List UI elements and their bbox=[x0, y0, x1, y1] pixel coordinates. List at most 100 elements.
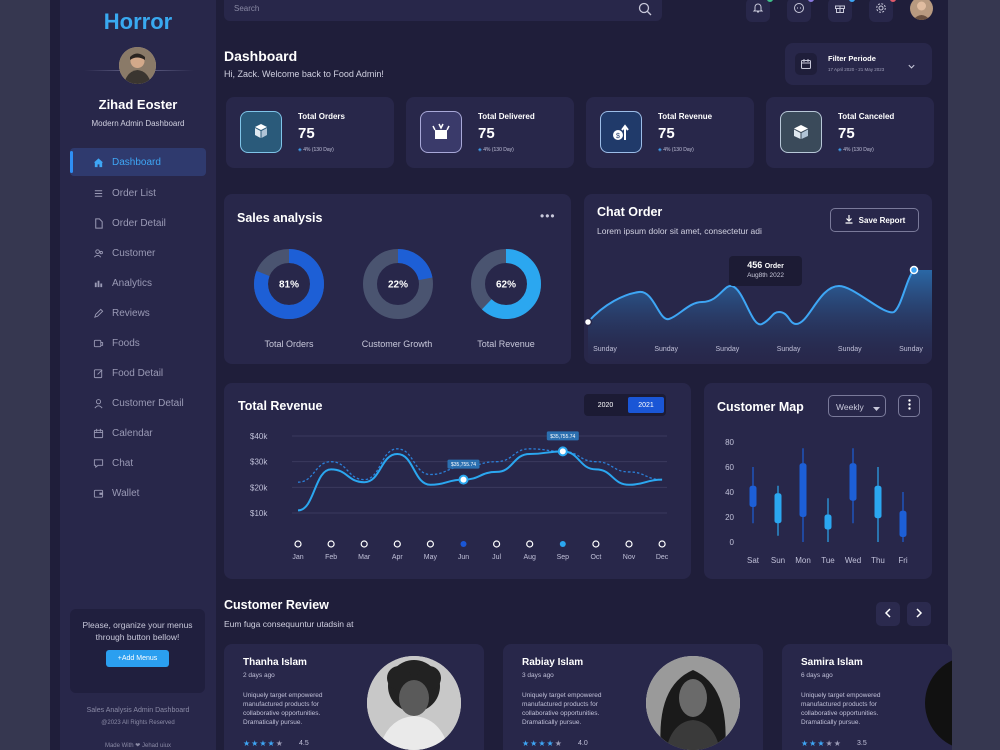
star-rating: ★★★★★ bbox=[522, 739, 563, 748]
x-tick-label: Dec bbox=[656, 554, 669, 561]
filter-range: 17 April 2020 - 21 May 2023 bbox=[828, 67, 885, 72]
save-report-label: Save Report bbox=[858, 215, 906, 225]
welcome-text: Hi, Zack. Welcome back to Food Admin! bbox=[224, 69, 384, 79]
series-line-2020 bbox=[297, 448, 663, 483]
month-dot bbox=[460, 541, 467, 547]
nav-item-wallet[interactable]: Wallet bbox=[70, 478, 206, 508]
donut-charts: 81% 22% 62% bbox=[254, 249, 541, 319]
stat-value: 75 bbox=[298, 125, 315, 142]
nav-label: Wallet bbox=[112, 487, 140, 499]
nav-item-calendar[interactable]: Calendar bbox=[70, 418, 206, 448]
stat-card-total-delivered[interactable]: Total Delivered 75 ◈ 4% (130 Day) bbox=[406, 97, 574, 168]
candle-body bbox=[849, 463, 857, 501]
chat-order-subtitle: Lorem ipsum dolor sit amet, consectetur … bbox=[597, 226, 762, 236]
list-icon bbox=[92, 187, 104, 199]
stat-card-total-orders[interactable]: Total Orders 75 ◈ 4% (130 Day) bbox=[226, 97, 394, 168]
document-icon bbox=[92, 217, 104, 229]
calendar-icon bbox=[795, 53, 817, 75]
avatar[interactable] bbox=[119, 47, 156, 84]
nav-item-dashboard[interactable]: Dashboard bbox=[70, 148, 206, 176]
nav-item-order-list[interactable]: Order List bbox=[70, 178, 206, 208]
x-tick-label: Feb bbox=[325, 554, 337, 561]
stat-card-total-revenue[interactable]: $ Total Revenue 75 ◈ 4% (130 Day) bbox=[586, 97, 754, 168]
x-tick-label: Sunday bbox=[654, 346, 678, 353]
marker-tag bbox=[546, 431, 579, 441]
messages-button[interactable] bbox=[787, 0, 814, 22]
calendar-icon bbox=[92, 427, 104, 439]
footer-credit: Made With ❤ Jehad uiux bbox=[104, 743, 172, 749]
chat-bubble-icon bbox=[793, 1, 805, 19]
year-2021-button[interactable]: 2021 bbox=[628, 397, 664, 413]
review-subtitle: Eum fuga consequuntur utadsin at bbox=[224, 619, 354, 629]
year-2020-button[interactable]: 2020 bbox=[597, 401, 614, 409]
star-rating: ★★★★★ bbox=[243, 739, 284, 748]
profile-avatar[interactable] bbox=[910, 0, 933, 20]
chat-order-area bbox=[588, 270, 932, 364]
nav-item-reviews[interactable]: Reviews bbox=[70, 298, 206, 328]
more-icon[interactable]: ••• bbox=[540, 209, 556, 223]
x-tick-label: Jul bbox=[492, 554, 501, 561]
reviewer-name: Samira Islam bbox=[801, 657, 863, 668]
search-icon[interactable] bbox=[638, 2, 652, 21]
donut-label: Customer Growth bbox=[361, 339, 433, 349]
donut-label: Total Revenue bbox=[477, 339, 535, 349]
brand-logo[interactable]: Horror bbox=[103, 9, 173, 34]
nav-item-order-detail[interactable]: Order Detail bbox=[70, 208, 206, 238]
settings-dot bbox=[890, 0, 896, 2]
nav-item-chat[interactable]: Chat bbox=[70, 448, 206, 478]
month-dot bbox=[327, 540, 335, 548]
footer-copyright: @2023 All Rights Reserved bbox=[101, 720, 175, 726]
gear-icon bbox=[875, 1, 887, 19]
add-menus-button[interactable]: +Add Menus bbox=[105, 650, 170, 667]
nav-item-foods[interactable]: Foods bbox=[70, 328, 206, 358]
settings-button[interactable] bbox=[869, 0, 896, 22]
year-toggle: 2020 2021 bbox=[584, 394, 666, 416]
gifts-button[interactable] bbox=[828, 0, 855, 22]
food-icon bbox=[92, 337, 104, 349]
next-review-button[interactable] bbox=[907, 602, 931, 626]
review-text: Uniquely target empowered manufactured p… bbox=[801, 692, 881, 726]
review-date: 3 days ago bbox=[522, 672, 554, 679]
search-bar[interactable]: Search bbox=[224, 0, 662, 21]
nav-item-analytics[interactable]: Analytics bbox=[70, 268, 206, 298]
y-tick-label: 40 bbox=[725, 488, 734, 497]
month-dot bbox=[426, 540, 434, 548]
stat-delta: ◈ 4% (130 Day) bbox=[478, 147, 514, 153]
user-icon bbox=[92, 397, 104, 409]
search-input[interactable]: Search bbox=[234, 4, 260, 13]
revenue-icon: $ bbox=[600, 111, 642, 153]
donut-slice bbox=[471, 249, 541, 319]
customer-map-chart: 80 60 40 20 0 Sat Sun Mon Tue Wed Thu Fri bbox=[725, 438, 908, 565]
user-role: Modern Admin Dashboard bbox=[91, 119, 185, 128]
prev-review-button[interactable] bbox=[876, 602, 900, 626]
options-button[interactable] bbox=[898, 395, 920, 417]
filter-label: Filter Periode bbox=[828, 54, 876, 63]
review-card[interactable]: Rabiay Islam 3 days ago Uniquely target … bbox=[503, 644, 763, 750]
stat-value: 75 bbox=[478, 125, 495, 142]
month-dot bbox=[592, 540, 600, 548]
nav-item-customer-detail[interactable]: Customer Detail bbox=[70, 388, 206, 418]
period-select[interactable]: Weekly bbox=[828, 395, 886, 417]
filter-periode[interactable]: Filter Periode 17 April 2020 - 21 May 20… bbox=[785, 43, 932, 85]
page-title: Dashboard bbox=[224, 48, 298, 64]
stat-card-total-canceled[interactable]: Total Canceled 75 ◈ 4% (130 Day) bbox=[766, 97, 934, 168]
x-tick-label: Aug bbox=[523, 554, 536, 561]
y-tick-label: $20k bbox=[250, 483, 268, 492]
stat-value: 75 bbox=[838, 125, 855, 142]
stat-delta: ◈ 4% (130 Day) bbox=[658, 147, 694, 153]
review-card[interactable]: Samira Islam 6 days ago Uniquely target … bbox=[782, 644, 952, 750]
month-dot bbox=[294, 540, 302, 548]
candle-body bbox=[899, 510, 907, 537]
nav-label: Food Detail bbox=[112, 367, 164, 379]
x-tick-label: Jan bbox=[292, 554, 303, 561]
notifications-button[interactable] bbox=[746, 0, 773, 22]
save-report-button[interactable]: Save Report bbox=[830, 208, 919, 232]
nav-item-food-detail[interactable]: Food Detail bbox=[70, 358, 206, 388]
chat-order-start-point bbox=[584, 317, 593, 327]
review-card[interactable]: Thanha Islam 2 days ago Uniquely target … bbox=[224, 644, 484, 750]
customer-map-title: Customer Map bbox=[717, 400, 804, 414]
x-tick-label: Mar bbox=[358, 554, 371, 561]
nav-item-customer[interactable]: Customer bbox=[70, 238, 206, 268]
x-tick-label: Sun bbox=[771, 556, 785, 565]
nav-label: Calendar bbox=[112, 427, 153, 439]
